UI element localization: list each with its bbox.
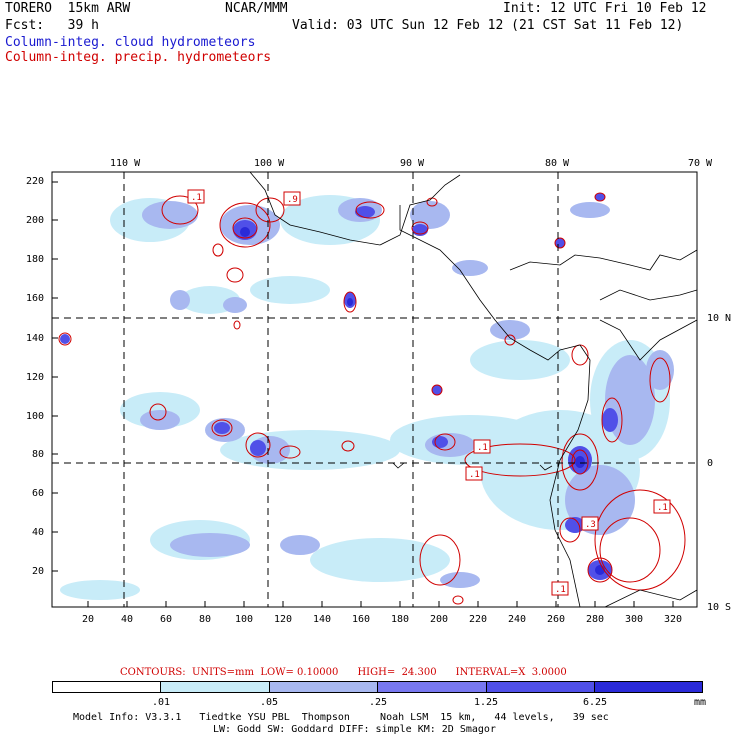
y-tick: 100 xyxy=(26,411,45,422)
contour-label: .1 xyxy=(657,503,668,513)
x-tick: 140 xyxy=(313,614,332,625)
colorbar-units: mm xyxy=(694,697,707,708)
x-tick: 160 xyxy=(352,614,371,625)
x-tick: 200 xyxy=(430,614,449,625)
x-tick: 60 xyxy=(160,614,173,625)
x-tick: 80 xyxy=(199,614,212,625)
colorbar-tick: .25 xyxy=(369,697,388,708)
lon-label: 100 W xyxy=(254,158,285,169)
x-tick: 320 xyxy=(664,614,683,625)
init-time: Init: 12 UTC Fri 10 Feb 12 xyxy=(503,1,707,16)
x-tick: 120 xyxy=(274,614,293,625)
forecast-hour: Fcst: 39 h xyxy=(5,18,99,33)
x-tick: 240 xyxy=(508,614,527,625)
precip-contours xyxy=(58,192,686,605)
org-label: NCAR/MMM xyxy=(225,1,288,16)
model-physics: LW: Godd SW: Goddard DIFF: simple KM: 2D… xyxy=(213,724,496,735)
y-tick: 180 xyxy=(26,254,45,265)
colorbar-swatch xyxy=(377,681,487,693)
contour-label: .1 xyxy=(191,193,202,203)
x-tick: 100 xyxy=(235,614,254,625)
y-tick: 200 xyxy=(26,215,45,226)
legend-cloud: Column-integ. cloud hydrometeors xyxy=(5,35,256,50)
y-tick: 60 xyxy=(32,488,45,499)
y-tick: 140 xyxy=(26,333,45,344)
model-title: TORERO 15km ARW xyxy=(5,1,131,16)
lat-label: 10 N xyxy=(707,313,732,324)
coastlines xyxy=(249,171,698,608)
colorbar-tick: .05 xyxy=(260,697,279,708)
plot-frame xyxy=(51,171,698,608)
x-tick: 280 xyxy=(586,614,605,625)
contour-label: .9 xyxy=(287,195,298,205)
y-tick: 20 xyxy=(32,566,45,577)
lat-label: 0 xyxy=(707,458,714,469)
y-tick: 40 xyxy=(32,527,45,538)
axis-ticks xyxy=(52,181,674,607)
valid-time: Valid: 03 UTC Sun 12 Feb 12 (21 CST Sat … xyxy=(292,18,684,33)
lat-label: 10 S xyxy=(707,602,732,613)
legend-precip: Column-integ. precip. hydrometeors xyxy=(5,50,272,65)
colorbar-swatch xyxy=(52,681,161,693)
x-tick: 220 xyxy=(469,614,488,625)
contour-label: .1 xyxy=(469,470,480,480)
y-tick: 120 xyxy=(26,372,45,383)
colorbar-swatch xyxy=(594,681,703,693)
x-tick: 180 xyxy=(391,614,410,625)
colorbar-tick: 1.25 xyxy=(474,697,499,708)
y-tick: 220 xyxy=(26,176,45,187)
y-tick: 160 xyxy=(26,293,45,304)
x-tick: 260 xyxy=(547,614,566,625)
contour-label: .1 xyxy=(477,443,488,453)
lon-label: 110 W xyxy=(110,158,141,169)
contour-label: .3 xyxy=(585,520,596,530)
colorbar-swatch xyxy=(486,681,595,693)
contour-label: .1 xyxy=(555,585,566,595)
contour-info: CONTOURS: UNITS=mm LOW= 0.10000 HIGH= 24… xyxy=(120,667,567,678)
y-tick: 80 xyxy=(32,449,45,460)
x-tick: 40 xyxy=(121,614,134,625)
x-tick: 20 xyxy=(82,614,95,625)
x-tick: 300 xyxy=(625,614,644,625)
lon-label: 70 W xyxy=(688,158,713,169)
colorbar-swatch xyxy=(269,681,378,693)
contour-label-boxes xyxy=(187,189,671,596)
model-info: Model Info: V3.3.1 Tiedtke YSU PBL Thomp… xyxy=(73,712,609,723)
cloud-field xyxy=(60,193,674,600)
colorbar-tick: .01 xyxy=(152,697,171,708)
colorbar-tick: 6.25 xyxy=(583,697,608,708)
colorbar-swatch xyxy=(160,681,270,693)
lon-label: 90 W xyxy=(400,158,425,169)
contour-label-texts: .1 .9 .1 .1 .1 .3 .1 xyxy=(191,193,668,595)
lat-lon-grid xyxy=(52,172,697,607)
lon-label: 80 W xyxy=(545,158,570,169)
